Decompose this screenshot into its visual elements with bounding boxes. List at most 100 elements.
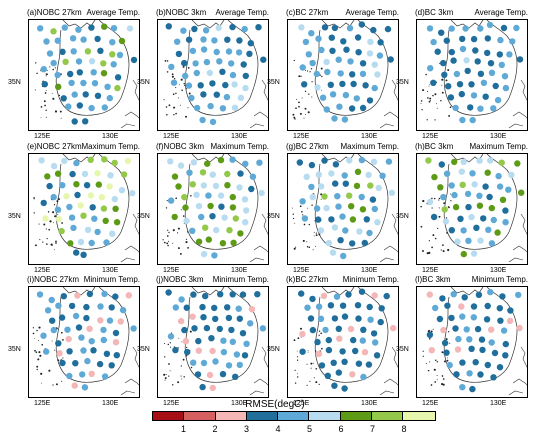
island-speck [442, 250, 445, 253]
station-marker [86, 290, 94, 298]
station-marker [366, 229, 373, 237]
station-marker [469, 116, 476, 124]
island-speck [60, 331, 63, 334]
station-marker [242, 84, 249, 92]
island-speck [428, 329, 431, 332]
map-panel [416, 19, 528, 131]
coastline [314, 154, 389, 250]
island-speck [442, 244, 444, 246]
station-marker [44, 307, 52, 314]
island-speck [320, 198, 322, 200]
island-speck [429, 97, 432, 100]
station-marker [505, 186, 512, 193]
station-marker [109, 230, 116, 237]
island-speck [292, 217, 295, 220]
map-panel [416, 153, 528, 265]
island-speck [37, 340, 39, 342]
station-marker [108, 362, 115, 369]
station-marker [465, 237, 472, 244]
station-marker [339, 213, 346, 220]
island-speck [44, 92, 47, 94]
station-marker [438, 161, 445, 168]
station-marker [341, 358, 348, 365]
station-marker [348, 105, 356, 112]
island-speck [307, 207, 309, 209]
island-speck [428, 337, 431, 340]
station-marker [470, 35, 478, 43]
island-speck [57, 214, 59, 215]
panel-title-right: Maximum Temp. [210, 142, 269, 151]
station-marker [98, 194, 106, 201]
station-marker [431, 173, 438, 181]
station-marker [200, 250, 208, 258]
island-speck [421, 109, 423, 111]
station-marker [172, 304, 179, 311]
station-marker [476, 157, 483, 164]
station-marker [426, 331, 434, 338]
island-speck [298, 75, 301, 78]
island-speck [293, 339, 296, 342]
station-marker [452, 203, 460, 211]
station-marker [315, 216, 322, 223]
panel-title-right: Average Temp. [474, 8, 528, 17]
station-marker [192, 60, 199, 67]
station-marker [126, 25, 134, 32]
station-marker [231, 81, 238, 88]
island-speck [181, 341, 183, 343]
island-speck [320, 332, 323, 335]
station-marker [477, 237, 484, 244]
station-marker [360, 326, 367, 333]
island-speck [164, 356, 166, 358]
station-marker [199, 383, 206, 391]
map-svg [291, 154, 398, 263]
station-marker [69, 170, 76, 178]
station-marker [472, 47, 479, 54]
island-speck [48, 369, 51, 372]
station-marker [474, 58, 481, 65]
station-marker [106, 94, 114, 102]
station-marker [480, 79, 488, 86]
station-marker [441, 71, 448, 78]
station-marker [496, 51, 503, 58]
island-speck [315, 245, 317, 247]
island-speck [61, 222, 63, 224]
station-marker [340, 252, 347, 260]
station-marker [242, 219, 249, 226]
panel-title-left: (i)NOBC 27km [27, 275, 80, 284]
station-marker [100, 60, 107, 67]
station-marker [80, 212, 87, 219]
island-speck [46, 73, 48, 76]
station-marker [427, 65, 434, 72]
station-marker [479, 346, 486, 354]
station-marker [384, 25, 392, 33]
station-marker [509, 38, 516, 45]
station-marker [207, 102, 214, 110]
station-marker [464, 190, 472, 198]
station-marker [486, 193, 493, 201]
island-speck [34, 244, 37, 247]
station-marker [200, 359, 208, 367]
lon-tick-label: 125E [163, 133, 180, 140]
station-marker [477, 371, 484, 378]
island-speck [49, 66, 51, 68]
station-marker [359, 104, 367, 112]
station-marker [54, 206, 62, 213]
station-marker [314, 338, 321, 346]
station-marker [96, 360, 104, 368]
station-marker [181, 59, 188, 67]
station-marker [181, 193, 188, 201]
island-speck [178, 337, 180, 339]
station-marker [209, 384, 216, 392]
station-marker [55, 302, 62, 309]
station-marker [355, 315, 362, 322]
station-marker [219, 370, 227, 378]
island-speck [293, 59, 295, 62]
coastline [184, 287, 259, 383]
station-marker [452, 325, 459, 332]
station-marker [341, 313, 349, 320]
station-marker [464, 67, 471, 75]
colorbar-swatch [340, 412, 372, 420]
station-marker [219, 105, 227, 112]
station-marker [321, 193, 328, 200]
station-marker [94, 92, 102, 100]
